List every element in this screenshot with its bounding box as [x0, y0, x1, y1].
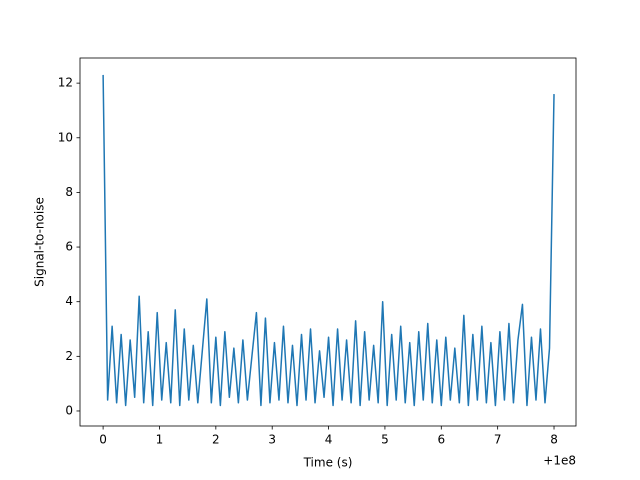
- y-tick-label: 10: [58, 130, 73, 144]
- x-tick-label: 2: [212, 433, 220, 447]
- y-tick-label: 8: [65, 185, 73, 199]
- x-offset-label: +1e8: [543, 454, 576, 468]
- x-tick-label: 4: [325, 433, 333, 447]
- y-axis-label: Signal-to-noise: [33, 197, 47, 287]
- y-tick-label: 0: [65, 403, 73, 417]
- x-axis-label: Time (s): [303, 456, 353, 470]
- x-tick-label: 3: [268, 433, 276, 447]
- x-tick-label: 6: [437, 433, 445, 447]
- signal-line: [102, 74, 555, 407]
- plot-frame: [79, 57, 577, 427]
- x-tick-label: 1: [156, 433, 164, 447]
- y-tick-label: 6: [65, 240, 73, 254]
- y-tick-label: 12: [58, 76, 73, 90]
- x-tick-label: 5: [381, 433, 389, 447]
- x-tick-label: 7: [494, 433, 502, 447]
- y-tick-label: 2: [65, 349, 73, 363]
- y-tick-label: 4: [65, 294, 73, 308]
- x-tick-label: 8: [550, 433, 558, 447]
- x-tick-label: 0: [99, 433, 107, 447]
